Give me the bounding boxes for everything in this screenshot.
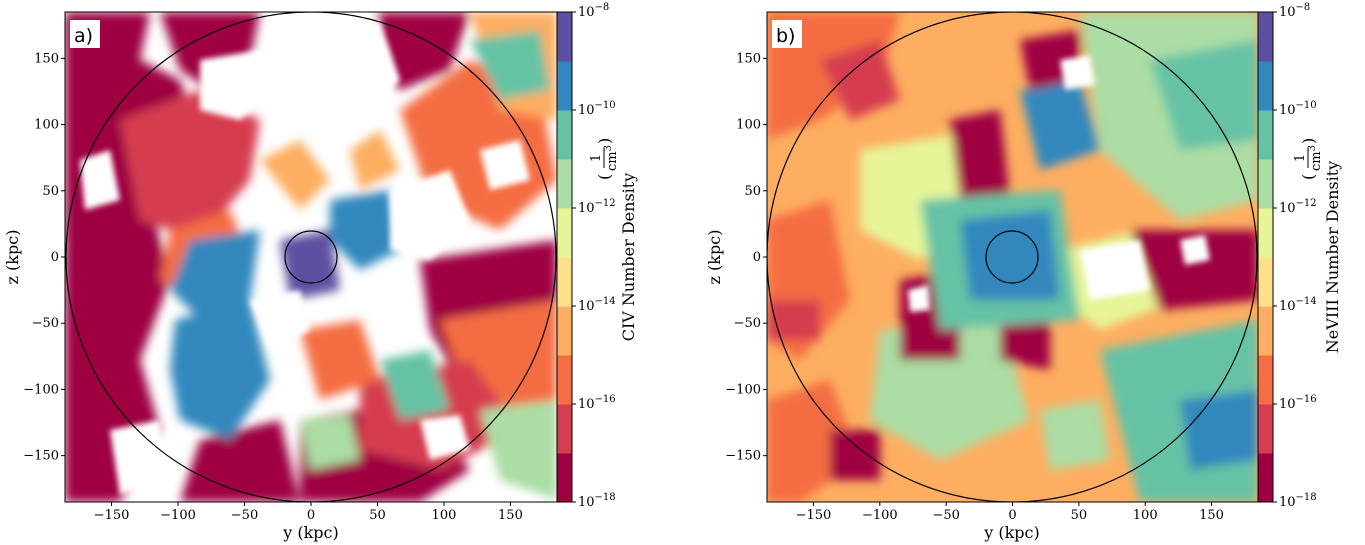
unit-paren-right: ) bbox=[595, 138, 614, 144]
colorbar-segment bbox=[1258, 453, 1273, 503]
panel-b-label: b) bbox=[776, 25, 795, 47]
y-tick-label: −50 bbox=[32, 316, 59, 331]
colorbar-tick-label: 10−14 bbox=[1279, 296, 1317, 314]
x-tick-label: 50 bbox=[1071, 508, 1088, 523]
colorbar-segment bbox=[1258, 355, 1273, 405]
y-tick-label: −100 bbox=[725, 382, 761, 397]
x-tick-label: −50 bbox=[932, 508, 959, 523]
colorbar-segment bbox=[1258, 61, 1273, 111]
virial-radius-circle bbox=[767, 12, 1258, 502]
colorbar-segment bbox=[557, 257, 572, 307]
x-tick-label: 0 bbox=[1008, 508, 1016, 523]
colorbar-segment bbox=[557, 208, 572, 258]
colorbar-tick-label: 10−18 bbox=[578, 492, 616, 510]
x-tick-label: 150 bbox=[498, 508, 523, 523]
colorbar-segment bbox=[557, 355, 572, 405]
panel-a-colorbar-label: CIV Number Density bbox=[619, 173, 638, 342]
y-tick-label: 0 bbox=[51, 250, 59, 265]
colorbar-segment bbox=[1258, 208, 1273, 258]
colorbar-tick-label: 10−10 bbox=[578, 100, 616, 118]
unit-paren-left: ( bbox=[595, 174, 614, 180]
panel-a: a) −150 −100 −50 0 50 100 150 −150 −100 −50 0 50 100… bbox=[3, 2, 638, 542]
colorbar-tick-label: 10−14 bbox=[578, 296, 616, 314]
colorbar-tick-label: 10−18 bbox=[1279, 492, 1317, 510]
panel-b: b) −150 −100 −50 0 50 100 150 −150 −100 −50 0 50 100… bbox=[705, 2, 1342, 542]
x-tick-label: 50 bbox=[369, 508, 386, 523]
y-tick-label: 100 bbox=[736, 118, 761, 133]
panel-b-xlabel: y (kpc) bbox=[983, 523, 1040, 542]
colorbar-tick-label: 10−16 bbox=[578, 394, 616, 412]
colorbar-tick-label: 10−10 bbox=[1279, 100, 1317, 118]
colorbar-frame bbox=[1257, 11, 1274, 503]
colorbar-segment bbox=[1258, 159, 1273, 209]
panel-a-ylabel: z (kpc) bbox=[3, 230, 22, 285]
y-tick-label: −100 bbox=[23, 382, 59, 397]
y-tick-label: 150 bbox=[736, 51, 761, 66]
colorbar-tick-label: 10−8 bbox=[1279, 2, 1310, 20]
panel-b-heatmap bbox=[767, 12, 1258, 502]
inner-circle bbox=[985, 230, 1039, 284]
colorbar-segment bbox=[1258, 257, 1273, 307]
colorbar-frame bbox=[556, 11, 573, 503]
y-tick-label: 150 bbox=[34, 51, 59, 66]
panel-b-colorbar-unit: (1 cm3) bbox=[1293, 138, 1324, 180]
colorbar-tick-label: 10−8 bbox=[578, 2, 609, 20]
panel-a-label-box bbox=[70, 20, 100, 48]
colorbar-segment bbox=[557, 110, 572, 160]
x-tick-label: 0 bbox=[307, 508, 315, 523]
x-tick-label: 150 bbox=[1199, 508, 1224, 523]
panel-a-axes: −150 −100 −50 0 50 100 150 −150 −100 −50 0 50 100 150 bbox=[23, 51, 523, 523]
colorbar-segment bbox=[557, 453, 572, 503]
colorbar-tick-label: 10−16 bbox=[1279, 394, 1317, 412]
unit-numerator: 1 bbox=[1293, 154, 1308, 162]
x-tick-label: −150 bbox=[94, 508, 130, 523]
unit-denominator: cm3 bbox=[603, 145, 620, 171]
x-tick-label: 100 bbox=[1133, 508, 1158, 523]
y-tick-label: −150 bbox=[23, 449, 59, 464]
x-tick-label: −150 bbox=[796, 508, 832, 523]
colorbar-segment bbox=[557, 404, 572, 454]
colorbar-segment bbox=[557, 306, 572, 356]
unit-paren-right: ) bbox=[1299, 138, 1318, 144]
colorbar-segment bbox=[1258, 110, 1273, 160]
panel-a-heatmap bbox=[65, 12, 557, 502]
panel-b-colorbar-label: NeVIII Number Density bbox=[1323, 161, 1342, 353]
y-tick-label: 50 bbox=[744, 184, 761, 199]
colorbar-tick-label: 10−12 bbox=[578, 198, 616, 216]
panel-b-axes: −150 −100 −50 0 50 100 150 −150 −100 −50 0 50 100 150 bbox=[725, 51, 1224, 523]
y-tick-label: 0 bbox=[753, 250, 761, 265]
panel-b-label-box bbox=[772, 20, 802, 48]
colorbar-segment bbox=[1258, 404, 1273, 454]
colorbar-segment bbox=[1258, 306, 1273, 356]
panel-a-colorbar-unit: (1 cm3) bbox=[589, 138, 620, 180]
virial-radius-circle bbox=[65, 12, 557, 502]
y-tick-label: −50 bbox=[734, 316, 761, 331]
colorbar-segment bbox=[557, 159, 572, 209]
x-tick-label: −100 bbox=[862, 508, 898, 523]
colorbar-segment bbox=[557, 12, 572, 62]
unit-numerator: 1 bbox=[589, 154, 604, 162]
y-tick-label: −150 bbox=[725, 449, 761, 464]
y-tick-label: 50 bbox=[42, 184, 59, 199]
colorbar-segment bbox=[557, 61, 572, 111]
unit-paren-left: ( bbox=[1299, 174, 1318, 180]
panel-a-colorbar: 10−8 10−10 10−12 10−14 10−16 10−18 bbox=[556, 2, 616, 510]
x-tick-label: −100 bbox=[160, 508, 196, 523]
x-tick-label: −50 bbox=[231, 508, 258, 523]
colorbar-segment bbox=[1258, 12, 1273, 62]
x-tick-label: 100 bbox=[432, 508, 457, 523]
panel-a-xlabel: y (kpc) bbox=[282, 523, 339, 542]
y-tick-label: 100 bbox=[34, 118, 59, 133]
panel-a-label: a) bbox=[74, 25, 93, 47]
colorbar-tick-label: 10−12 bbox=[1279, 198, 1317, 216]
unit-denominator: cm3 bbox=[1307, 145, 1324, 171]
inner-circle bbox=[284, 230, 338, 284]
panel-b-ylabel: z (kpc) bbox=[705, 230, 724, 285]
panel-b-colorbar: 10−8 10−10 10−12 10−14 10−16 10−18 bbox=[1257, 2, 1317, 510]
